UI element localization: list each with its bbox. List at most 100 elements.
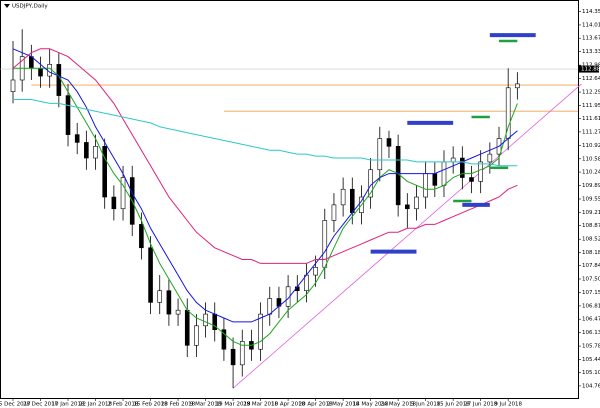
candle-body bbox=[386, 138, 392, 147]
candle-body bbox=[331, 204, 337, 221]
y-tick-label: 110.240 bbox=[582, 170, 600, 176]
candle-body bbox=[166, 290, 172, 315]
trend-line bbox=[232, 83, 582, 389]
x-tick-label: 10 Jan 2018 bbox=[52, 402, 85, 408]
candle-body bbox=[515, 83, 520, 89]
candle-body bbox=[139, 224, 144, 249]
y-tick-label: 108.870 bbox=[582, 223, 600, 229]
y-tick-label: 109.550 bbox=[582, 197, 600, 203]
plot-frame bbox=[0, 0, 579, 399]
candle-body bbox=[478, 161, 483, 182]
y-tick-label: 111.950 bbox=[582, 103, 600, 109]
ma-line bbox=[12, 48, 518, 323]
candle-body bbox=[102, 146, 107, 198]
x-tick-label: 5 Jun 2018 bbox=[411, 402, 441, 408]
y-tick-label: 107.840 bbox=[582, 263, 600, 269]
x-tick-label: 14 May 2018 bbox=[353, 402, 389, 408]
candle-body bbox=[423, 173, 428, 198]
candle-body bbox=[175, 309, 181, 315]
candle-body bbox=[450, 157, 456, 163]
x-tick-label: 27 Jun 2018 bbox=[464, 402, 498, 408]
candle-body bbox=[239, 341, 245, 366]
candle-body bbox=[395, 146, 401, 206]
candle-body bbox=[487, 153, 493, 163]
y-tick-label: 108.180 bbox=[582, 250, 600, 256]
candle-body bbox=[230, 348, 236, 366]
x-tick-label: 2 May 2018 bbox=[327, 402, 360, 408]
candle-body bbox=[322, 220, 328, 268]
candle-body bbox=[194, 325, 199, 346]
y-tick-label: 106.130 bbox=[582, 330, 600, 336]
y-tick-label: 105.100 bbox=[582, 370, 600, 376]
x-tick-label: 28 Dec 2017 bbox=[23, 402, 59, 408]
candle-body bbox=[184, 309, 190, 346]
candle-body bbox=[120, 177, 126, 210]
candle-body bbox=[111, 196, 117, 210]
x-tick-label: 10 Apr 2018 bbox=[271, 402, 306, 408]
price-label: 112.880 bbox=[581, 67, 600, 73]
y-tick-label: 107.150 bbox=[582, 290, 600, 296]
x-tick-label: 15 Dec 2017 bbox=[0, 402, 31, 408]
y-tick-label: 104.760 bbox=[582, 383, 600, 389]
x-tick-label: 24 May 2018 bbox=[380, 402, 416, 408]
candle-body bbox=[93, 146, 98, 159]
candle-body bbox=[157, 290, 163, 303]
candle-body bbox=[414, 196, 419, 210]
candle-body bbox=[267, 298, 273, 315]
candle-body bbox=[148, 247, 153, 303]
y-tick-label: 112.640 bbox=[582, 76, 600, 82]
y-tick-label: 109.890 bbox=[582, 183, 600, 189]
y-tick-label: 107.500 bbox=[582, 276, 600, 282]
symbol-icon bbox=[4, 4, 10, 8]
ma-line bbox=[12, 48, 518, 264]
candle-body bbox=[221, 329, 227, 350]
y-tick-label: 111.270 bbox=[582, 129, 600, 135]
candle-body bbox=[56, 64, 62, 96]
x-tick-label: 15 Jun 2018 bbox=[437, 402, 471, 408]
candle-body bbox=[258, 313, 263, 350]
candle-body bbox=[313, 266, 318, 276]
candle-body bbox=[74, 134, 80, 143]
candle-body bbox=[377, 138, 383, 171]
chart-title: USDJPY,Daily bbox=[12, 4, 48, 10]
y-tick-label: 111.610 bbox=[582, 116, 600, 122]
x-tick-label: 28 Feb 2018 bbox=[161, 402, 196, 408]
x-tick-label: 15 Feb 2018 bbox=[133, 402, 168, 408]
ma-line bbox=[13, 99, 518, 167]
y-tick-label: 114.010 bbox=[582, 22, 600, 28]
y-tick-label: 113.670 bbox=[582, 36, 600, 42]
y-tick-label: 108.520 bbox=[582, 237, 600, 243]
y-tick-label: 106.810 bbox=[582, 303, 600, 309]
candle-body bbox=[47, 64, 52, 77]
candle-body bbox=[349, 188, 355, 213]
y-tick-label: 112.290 bbox=[582, 90, 600, 96]
x-tick-label: 9 Jul 2018 bbox=[494, 402, 522, 408]
candle-body bbox=[340, 188, 346, 206]
candle-body bbox=[203, 313, 208, 327]
y-tick-label: 105.440 bbox=[582, 357, 600, 363]
x-tick-label: 19 Mar 2018 bbox=[216, 402, 251, 408]
x-tick-label: 9 Mar 2018 bbox=[190, 402, 222, 408]
candle-body bbox=[84, 142, 89, 159]
y-tick-label: 110.580 bbox=[582, 156, 600, 162]
y-tick-label: 110.920 bbox=[582, 143, 600, 149]
candle-body bbox=[469, 177, 474, 182]
x-tick-label: 29 Mar 2018 bbox=[243, 402, 278, 408]
price-box bbox=[579, 65, 599, 73]
x-tick-label: 22 Jan 2018 bbox=[79, 402, 112, 408]
y-tick-label: 106.470 bbox=[582, 317, 600, 323]
x-tick-label: 20 Apr 2018 bbox=[299, 402, 334, 408]
candle-body bbox=[65, 95, 71, 135]
candle-body bbox=[432, 173, 438, 186]
y-tick-label: 113.330 bbox=[582, 49, 600, 55]
candle-body bbox=[441, 161, 447, 186]
candle-body bbox=[460, 157, 465, 178]
y-tick-label: 109.210 bbox=[582, 210, 600, 216]
ma-line bbox=[13, 67, 518, 346]
candle-body bbox=[38, 67, 43, 77]
y-tick-label: 105.780 bbox=[582, 344, 600, 350]
x-tick-label: 2 Feb 2018 bbox=[108, 402, 139, 408]
candle-body bbox=[405, 204, 410, 210]
y-tick-label: 114.350 bbox=[582, 9, 600, 15]
